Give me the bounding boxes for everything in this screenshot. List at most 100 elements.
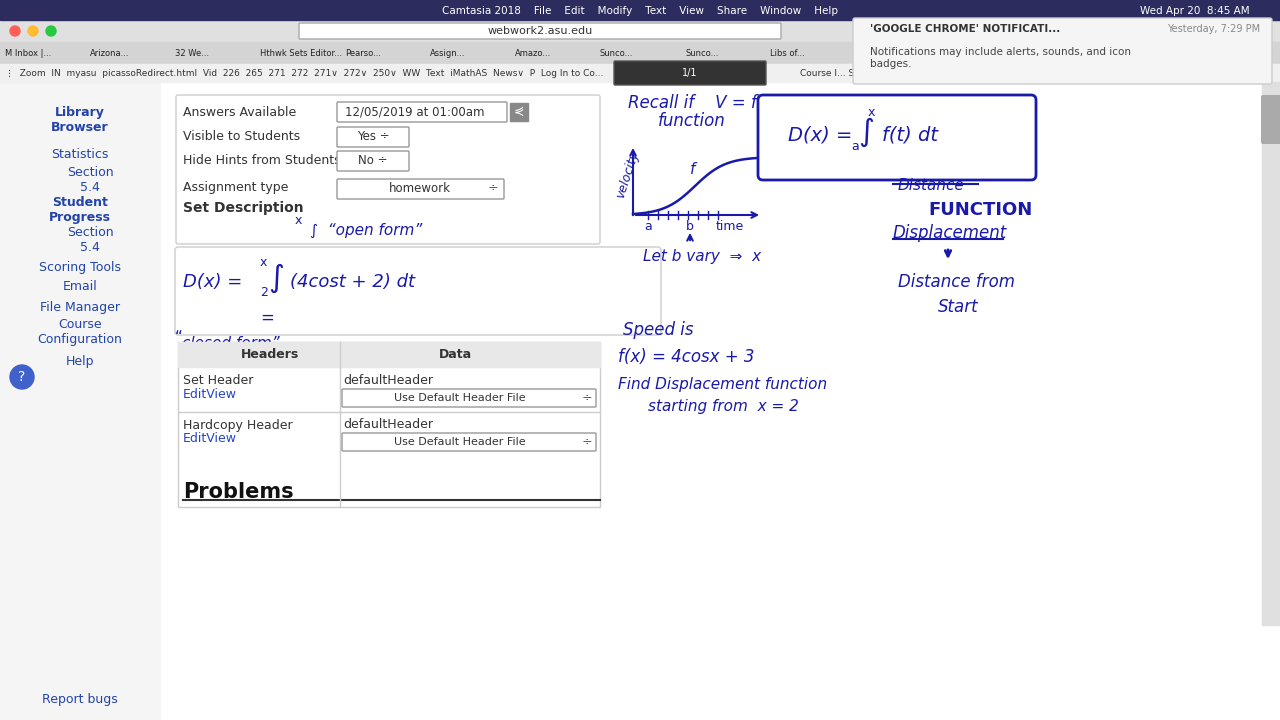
Text: Problems: Problems (183, 482, 293, 502)
Text: Amazo...: Amazo... (515, 48, 552, 58)
Circle shape (10, 365, 35, 389)
Circle shape (28, 26, 38, 36)
Text: Hthwk Sets Editor...: Hthwk Sets Editor... (260, 48, 342, 58)
FancyBboxPatch shape (337, 151, 410, 171)
Text: f: f (690, 163, 695, 178)
Text: No ÷: No ÷ (358, 153, 388, 166)
Text: 32 We...: 32 We... (175, 48, 209, 58)
Text: =: = (260, 309, 274, 327)
Text: Course I... Spring 2022  FB  W  Grade Post  Rooms  WW∨: Course I... Spring 2022 FB W Grade Post … (800, 68, 1056, 78)
Bar (160, 82, 780, 720)
FancyBboxPatch shape (300, 23, 781, 39)
Bar (0, 64, 1280, 82)
Text: Use Default Header File: Use Default Header File (394, 393, 526, 403)
Text: Recall if    V = f(x) is a velocity: Recall if V = f(x) is a velocity (628, 94, 884, 112)
Text: Speed is: Speed is (623, 321, 694, 339)
Text: Hide Hints from Students: Hide Hints from Students (183, 153, 340, 166)
Text: EditView: EditView (183, 433, 237, 446)
Text: File Manager: File Manager (40, 300, 120, 313)
Text: ?: ? (18, 370, 26, 384)
Bar (1262, 82, 1280, 625)
Text: Statistics: Statistics (51, 148, 109, 161)
Text: FUNCTION: FUNCTION (928, 201, 1032, 219)
Text: D(x) =: D(x) = (788, 125, 852, 145)
Text: Find Displacement function: Find Displacement function (618, 377, 827, 392)
Text: Libs of...: Libs of... (771, 48, 805, 58)
Text: homework: homework (389, 181, 451, 194)
Text: ∫  “open form”: ∫ “open form” (310, 222, 422, 238)
Text: ⋞: ⋞ (513, 106, 525, 119)
FancyBboxPatch shape (342, 433, 596, 451)
FancyBboxPatch shape (614, 61, 765, 85)
FancyBboxPatch shape (758, 95, 1036, 180)
Text: Library
Browser: Library Browser (51, 106, 109, 134)
Text: Use Default Header File: Use Default Header File (394, 437, 526, 447)
Text: f(t) dt: f(t) dt (882, 125, 938, 145)
Text: ⋮  Zoom  IN  myasu  picassoRedirect.html  Vid  226  265  271  272  271∨  272∨  2: ⋮ Zoom IN myasu picassoRedirect.html Vid… (5, 68, 603, 78)
Text: 1/1: 1/1 (682, 68, 698, 78)
Text: D(x) =: D(x) = (183, 273, 242, 291)
Text: Section
5.4: Section 5.4 (67, 226, 114, 254)
Text: x: x (260, 256, 268, 269)
Text: Scoring Tools: Scoring Tools (38, 261, 122, 274)
Bar (509, 103, 529, 121)
Text: ∫: ∫ (268, 264, 284, 292)
Text: Answers Available: Answers Available (183, 106, 296, 119)
Bar (0, 42, 1280, 64)
Text: starting from  x = 2: starting from x = 2 (648, 400, 799, 415)
Text: Distance from: Distance from (899, 273, 1015, 291)
Text: ÷: ÷ (488, 181, 498, 194)
Text: Student
Progress: Student Progress (49, 196, 111, 224)
Text: webwork2.asu.edu: webwork2.asu.edu (488, 26, 593, 36)
Text: Arizona...: Arizona... (90, 48, 129, 58)
Text: defaultHeader: defaultHeader (343, 374, 433, 387)
Bar (600, 82, 1280, 625)
Text: Pearso...: Pearso... (346, 48, 381, 58)
Text: time: time (716, 220, 744, 233)
Text: ÷: ÷ (581, 392, 593, 405)
Text: Help: Help (65, 356, 95, 369)
Text: Hmwk...: Hmwk... (940, 48, 974, 58)
Text: b: b (686, 220, 694, 233)
Text: Assign...: Assign... (430, 48, 466, 58)
FancyBboxPatch shape (1261, 95, 1280, 144)
Bar (178, 342, 600, 367)
Bar (178, 342, 600, 507)
Text: Section
5.4: Section 5.4 (67, 166, 114, 194)
Circle shape (10, 26, 20, 36)
FancyBboxPatch shape (177, 95, 600, 244)
FancyBboxPatch shape (337, 127, 410, 147)
Text: Sunco...: Sunco... (685, 48, 718, 58)
Bar (0, 82, 160, 720)
Text: (4cost + 2) dt: (4cost + 2) dt (291, 273, 415, 291)
Text: Set Description: Set Description (183, 201, 303, 215)
Text: 'GOOGLE CHROME' NOTIFICATI...: 'GOOGLE CHROME' NOTIFICATI... (870, 24, 1060, 34)
Text: defaultHeader: defaultHeader (343, 418, 433, 431)
Text: Data: Data (439, 348, 471, 361)
FancyBboxPatch shape (337, 179, 504, 199)
Text: Yesterday, 7:29 PM: Yesterday, 7:29 PM (1167, 24, 1260, 34)
Text: Report bugs: Report bugs (42, 693, 118, 706)
Text: ∫: ∫ (858, 117, 874, 147)
Circle shape (46, 26, 56, 36)
Text: a: a (851, 140, 859, 153)
FancyBboxPatch shape (342, 389, 596, 407)
Bar (0, 20, 1280, 42)
Text: Displacement: Displacement (893, 224, 1007, 242)
Text: Start: Start (938, 298, 979, 316)
Text: Hardcopy Header: Hardcopy Header (183, 418, 293, 431)
Text: ÷: ÷ (581, 436, 593, 449)
Text: Headers: Headers (241, 348, 300, 361)
Text: Visible to Students: Visible to Students (183, 130, 300, 143)
Text: a: a (644, 220, 652, 233)
Text: Wed Apr 20  8:45 AM: Wed Apr 20 8:45 AM (1140, 6, 1251, 16)
Text: “: “ (175, 330, 183, 346)
Text: Email: Email (63, 281, 97, 294)
Text: Distance: Distance (899, 178, 965, 192)
FancyBboxPatch shape (337, 102, 507, 122)
Text: M Inbox |...: M Inbox |... (5, 48, 51, 58)
Text: Course
Configuration: Course Configuration (37, 318, 123, 346)
Text: Let b vary  ⇒  x: Let b vary ⇒ x (643, 250, 762, 264)
Text: Statisti...: Statisti... (855, 48, 892, 58)
Bar (0, 0, 1280, 20)
